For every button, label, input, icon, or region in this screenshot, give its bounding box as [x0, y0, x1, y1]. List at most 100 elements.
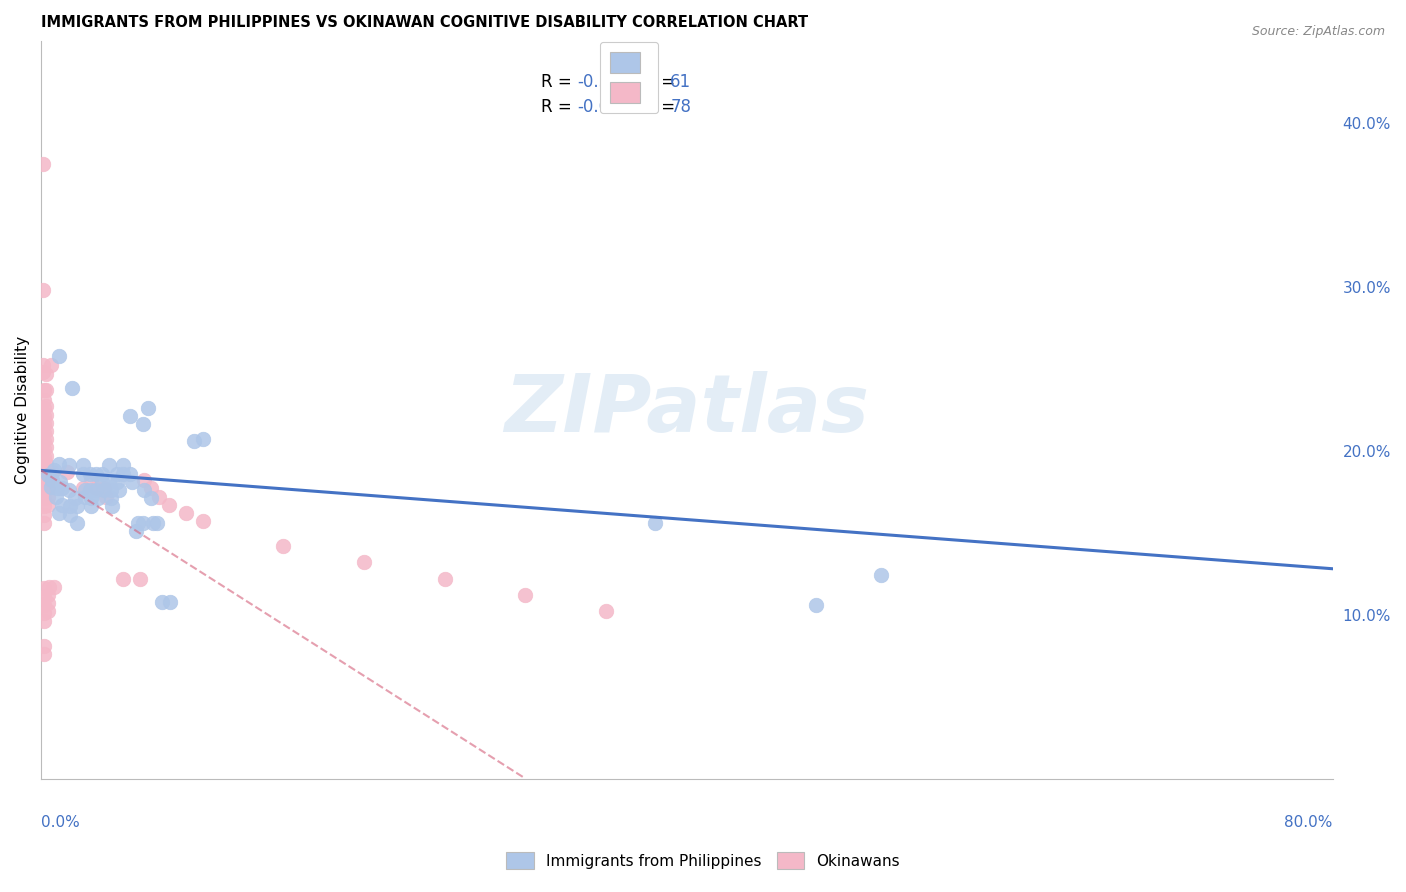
Text: 0.0%: 0.0% [41, 815, 80, 830]
Point [97, 475, 120, 489]
Point [34, 450, 56, 465]
Point [34, 409, 56, 424]
Point [34, 483, 56, 497]
Text: IMMIGRANTS FROM PHILIPPINES VS OKINAWAN COGNITIVE DISABILITY CORRELATION CHART: IMMIGRANTS FROM PHILIPPINES VS OKINAWAN … [41, 15, 808, 30]
Point [34, 442, 56, 456]
Point [91, 475, 114, 489]
Point [132, 417, 155, 432]
Point [34, 392, 56, 407]
Point [150, 594, 173, 608]
Point [72, 482, 94, 496]
Point [66, 500, 89, 514]
Point [34, 491, 56, 506]
Point [93, 483, 115, 497]
Point [35, 408, 58, 422]
Point [59, 508, 82, 522]
Point [105, 475, 128, 489]
Point [73, 490, 96, 504]
Point [49, 475, 72, 489]
Point [91, 467, 114, 481]
Text: ZIPatlas: ZIPatlas [505, 371, 869, 449]
Point [136, 401, 159, 416]
Legend: Immigrants from Philippines, Okinawans: Immigrants from Philippines, Okinawans [501, 846, 905, 875]
Point [46, 482, 69, 496]
Point [139, 482, 162, 496]
Point [869, 568, 891, 582]
Point [34, 516, 56, 530]
Point [48, 349, 70, 363]
Point [34, 590, 56, 604]
Point [35, 457, 58, 471]
Point [100, 491, 122, 506]
Point [125, 524, 148, 538]
Point [35, 383, 58, 397]
Point [353, 555, 375, 569]
Point [80, 491, 103, 506]
Point [35, 465, 58, 479]
Point [159, 594, 181, 608]
Point [433, 572, 456, 586]
Point [146, 516, 169, 530]
Point [66, 516, 89, 530]
Point [34, 639, 56, 653]
Point [105, 467, 128, 481]
Point [42, 463, 65, 477]
Point [34, 434, 56, 448]
Point [34, 647, 56, 661]
Point [37, 473, 59, 487]
Point [38, 465, 60, 479]
Point [271, 539, 294, 553]
Point [34, 606, 56, 620]
Point [35, 367, 58, 381]
Point [72, 458, 94, 473]
Point [34, 598, 56, 612]
Point [37, 465, 59, 479]
Point [141, 516, 163, 530]
Point [139, 491, 162, 506]
Point [73, 483, 96, 497]
Point [37, 596, 59, 610]
Point [34, 425, 56, 440]
Point [37, 490, 59, 504]
Point [34, 401, 56, 416]
Point [80, 500, 103, 514]
Point [42, 580, 65, 594]
Point [191, 514, 214, 528]
Y-axis label: Cognitive Disability: Cognitive Disability [15, 335, 30, 483]
Point [34, 500, 56, 514]
Text: R =: R = [541, 98, 576, 116]
Point [80, 473, 103, 487]
Point [35, 449, 58, 463]
Point [35, 400, 58, 414]
Point [79, 483, 101, 497]
Point [132, 516, 155, 530]
Point [34, 467, 56, 481]
Point [37, 468, 59, 483]
Point [63, 491, 86, 506]
Point [804, 598, 827, 612]
Point [34, 383, 56, 397]
Point [595, 604, 617, 618]
Point [101, 500, 124, 514]
Point [112, 572, 135, 586]
Point [35, 416, 58, 430]
Point [31, 157, 53, 171]
Point [112, 467, 135, 481]
Point [51, 498, 73, 512]
Point [41, 465, 63, 479]
Text: -0.338: -0.338 [576, 73, 630, 91]
Point [56, 465, 79, 479]
Point [97, 458, 120, 473]
Text: R =: R = [541, 73, 576, 91]
Point [112, 458, 135, 473]
Point [191, 432, 214, 446]
Point [38, 580, 60, 594]
Point [176, 506, 198, 520]
Point [35, 432, 58, 446]
Point [93, 482, 115, 496]
Point [118, 467, 141, 481]
Text: N =: N = [633, 73, 681, 91]
Point [644, 516, 666, 530]
Point [515, 588, 537, 602]
Point [84, 483, 107, 497]
